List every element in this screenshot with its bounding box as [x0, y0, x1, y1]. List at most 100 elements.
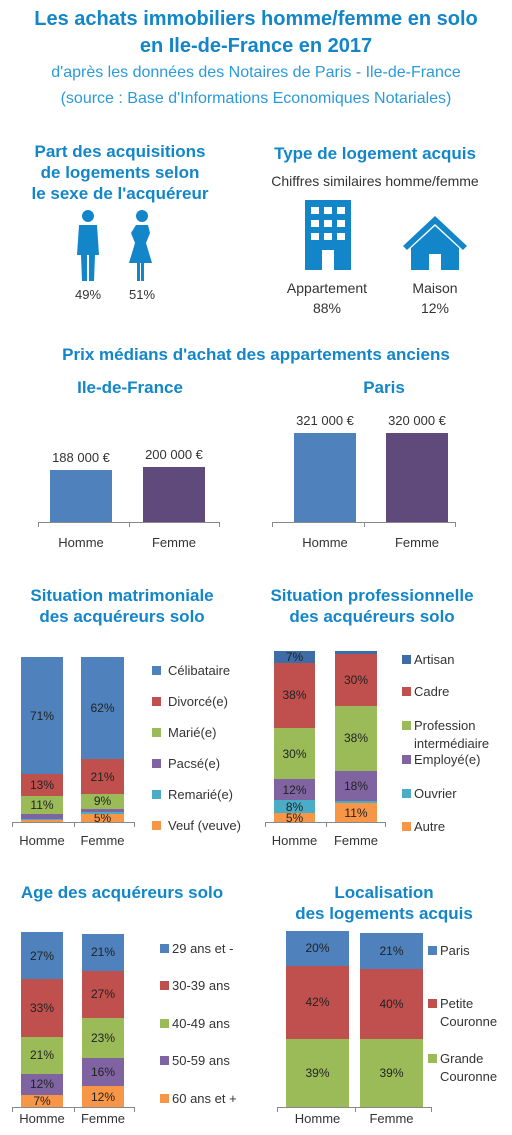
housing-share: 12%: [420, 300, 450, 316]
bar-segment: [81, 657, 124, 760]
legend-swatch: [152, 697, 161, 706]
value-label: 21%: [90, 769, 115, 784]
bar-segment: [82, 933, 124, 971]
bar-segment: [360, 932, 423, 970]
legend-label: 30-39 ans: [172, 978, 230, 993]
bar-segment: [360, 1039, 423, 1107]
axis-tick: [364, 522, 365, 527]
bar-segment: [81, 808, 124, 813]
legend-label: Pacsé(e): [168, 756, 221, 771]
chart-title: Localisation des logements acquis: [295, 883, 473, 923]
bar-segment: [82, 1017, 124, 1058]
bar-segment: [274, 799, 315, 814]
bar-segment: [21, 795, 63, 814]
section-title: Part des acquisitions de logements selon…: [31, 142, 209, 203]
axis-tick: [73, 1107, 75, 1112]
value-label: 23%: [90, 1030, 116, 1045]
axis-tick: [73, 822, 75, 827]
axis-tick: [431, 1107, 432, 1112]
housing-share: 88%: [312, 300, 342, 316]
legend-swatch: [428, 999, 437, 1008]
chart-title: Situation matrimoniale des acquéreurs so…: [30, 586, 214, 626]
value-label: 188 000 €: [52, 449, 110, 465]
chart-title: Ile-de-France: [77, 378, 183, 397]
value-label: 12%: [90, 1089, 116, 1104]
bar-segment: [274, 813, 315, 822]
housing-icons: [305, 200, 467, 270]
value-label: 321 000 €: [296, 413, 354, 428]
value-label: 13%: [29, 777, 55, 792]
category-label: Homme: [271, 833, 318, 848]
legend-swatch: [402, 655, 411, 664]
legend-label: Paris: [440, 943, 470, 958]
axis-tick: [219, 522, 220, 527]
value-label: 200 000 €: [145, 446, 203, 462]
axis-tick: [38, 522, 39, 527]
axis-tick: [272, 522, 273, 527]
bar-segment: [335, 651, 377, 655]
gender-icons: [77, 210, 152, 281]
value-label: 38%: [343, 731, 369, 746]
bar-segment: [21, 813, 63, 819]
value-label: 21%: [90, 945, 116, 960]
bar-segment: [286, 931, 349, 966]
category-label: Homme: [302, 535, 348, 550]
value-label: 11%: [30, 797, 54, 812]
value-label: 7%: [285, 649, 304, 664]
bar: [143, 466, 205, 522]
legend-label: Cadre: [414, 684, 450, 699]
category-label: Femme: [151, 535, 197, 550]
note: Chiffres similaires homme/femme: [271, 173, 479, 189]
legend-swatch: [160, 944, 169, 953]
bar-segment: [21, 774, 63, 796]
bar-segment: [274, 727, 315, 780]
axis-tick: [134, 822, 135, 827]
legend-label: Célibataire: [168, 663, 231, 678]
legend-label: Veuf (veuve): [168, 818, 241, 833]
bar: [50, 469, 112, 522]
bar-segment: [360, 969, 423, 1040]
bar-segment: [286, 965, 349, 1040]
value-label: 33%: [29, 1001, 55, 1016]
axis-tick: [354, 1107, 356, 1112]
bar-segment: [274, 651, 315, 663]
axis-tick: [12, 1107, 13, 1112]
bar-segment: [21, 1037, 63, 1074]
chart-title: Paris: [363, 378, 405, 397]
category-label: Femme: [394, 535, 440, 550]
bar-segment: [21, 932, 63, 980]
legend-swatch: [152, 759, 161, 768]
legend-swatch: [160, 1056, 169, 1065]
bar-segment: [335, 801, 377, 804]
legend-label: 29 ans et -: [172, 941, 234, 956]
bar-segment: [81, 759, 124, 794]
housing-label: Maison: [412, 280, 458, 296]
legend-label: Autre: [414, 819, 446, 834]
legend-swatch: [428, 1054, 437, 1063]
bar-segment: [81, 793, 124, 809]
legend-swatch: [402, 755, 411, 764]
value-label: 9%: [93, 794, 112, 809]
legend-swatch: [402, 822, 411, 831]
category-label: Homme: [19, 833, 65, 848]
axis-tick: [12, 822, 13, 827]
value-label: 12%: [282, 782, 307, 797]
chart-title: Age des acquéreurs solo: [20, 883, 224, 902]
legend-swatch: [160, 1094, 169, 1103]
legend-label: Grande Couronne: [440, 1051, 498, 1084]
bar-segment: [82, 1086, 124, 1107]
value-label: 21%: [379, 944, 404, 959]
bar-segment: [274, 779, 315, 800]
legend-label: Ouvrier: [414, 786, 457, 801]
value-label: 20%: [305, 941, 330, 956]
legend-swatch: [152, 790, 161, 799]
legend-label: Artisan: [414, 652, 455, 667]
category-label: Femme: [333, 833, 379, 848]
value-label: 5%: [93, 810, 112, 825]
axis-tick: [277, 1107, 278, 1112]
share-label: 49%: [74, 287, 102, 302]
housing-label: Appartement: [286, 280, 368, 296]
bar-segment: [21, 979, 63, 1037]
bar-segment: [21, 818, 63, 821]
